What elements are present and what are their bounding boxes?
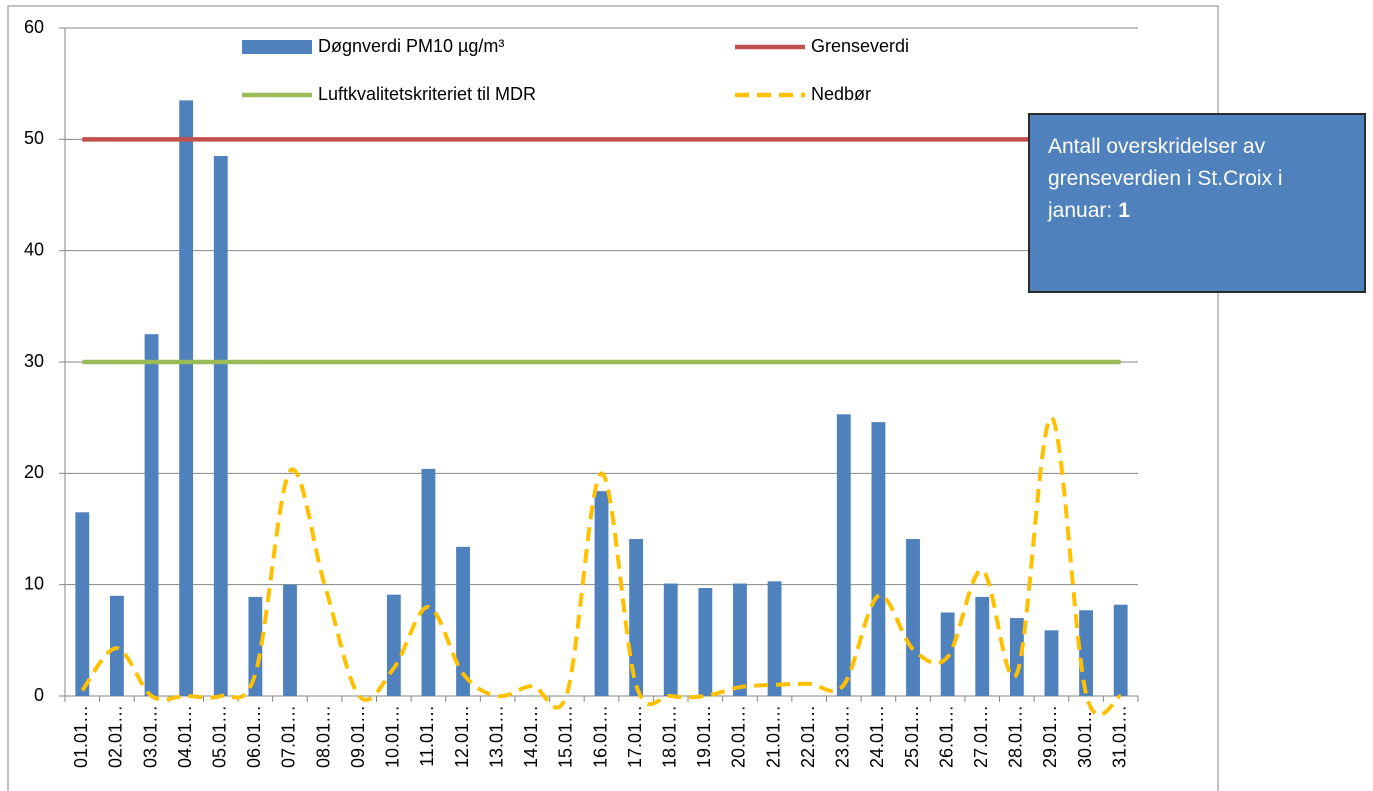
x-tick-label: 03.01… bbox=[140, 705, 160, 768]
bar bbox=[283, 584, 297, 696]
bar bbox=[767, 581, 782, 696]
bar bbox=[629, 539, 644, 696]
x-tick-label: 21.01… bbox=[763, 705, 783, 768]
y-tick-label: 0 bbox=[34, 685, 44, 705]
x-tick-label: 10.01… bbox=[383, 705, 403, 768]
x-tick-label: 19.01… bbox=[694, 705, 714, 768]
x-tick-label: 08.01… bbox=[313, 705, 333, 768]
x-tick-label: 31.01… bbox=[1109, 705, 1129, 768]
bar bbox=[179, 100, 194, 696]
y-tick-label: 40 bbox=[24, 239, 44, 259]
line-series bbox=[80, 415, 1122, 717]
bar bbox=[1044, 630, 1059, 696]
x-tick-label: 28.01… bbox=[1006, 705, 1026, 768]
y-tick-label: 20 bbox=[24, 462, 44, 482]
legend-label: Luftkvalitetskriteriet til MDR bbox=[318, 84, 536, 104]
x-tick-label: 05.01… bbox=[210, 705, 230, 768]
legend-item: Grenseverdi bbox=[735, 36, 909, 56]
bar bbox=[698, 588, 713, 696]
bar bbox=[1113, 604, 1128, 696]
x-tick-label: 17.01… bbox=[625, 705, 645, 768]
bar bbox=[109, 595, 124, 696]
legend-item: Luftkvalitetskriteriet til MDR bbox=[242, 84, 536, 104]
bar bbox=[456, 546, 470, 696]
legend-label: Døgnverdi PM10 µg/m³ bbox=[318, 36, 504, 56]
x-tick-label: 18.01… bbox=[659, 705, 679, 768]
legend-label: Nedbør bbox=[811, 84, 871, 104]
annotation-bold: 1 bbox=[1118, 199, 1130, 222]
x-tick-label: 16.01… bbox=[590, 705, 610, 768]
bar bbox=[213, 156, 228, 697]
x-tick-label: 12.01… bbox=[452, 705, 472, 768]
bar bbox=[663, 583, 678, 696]
annotation: Antall overskridelser av grenseverdien i… bbox=[1028, 113, 1366, 293]
x-tick-label: 07.01… bbox=[279, 705, 299, 768]
x-tick-label: 22.01… bbox=[798, 705, 818, 768]
legend-label: Grenseverdi bbox=[811, 36, 909, 56]
x-tick-label: 20.01… bbox=[729, 705, 749, 768]
x-tick-label: 13.01… bbox=[486, 705, 506, 768]
bar bbox=[1009, 618, 1024, 696]
annotation-text: Antall overskridelser av grenseverdien i… bbox=[1048, 135, 1283, 222]
x-tick-label: 09.01… bbox=[348, 705, 368, 768]
legend-swatch bbox=[242, 40, 312, 54]
bar bbox=[733, 583, 747, 696]
x-tick-label: 25.01… bbox=[902, 705, 922, 768]
x-tick-label: 26.01… bbox=[936, 705, 956, 768]
bar bbox=[906, 539, 920, 696]
x-tick-label: 01.01… bbox=[71, 705, 91, 768]
y-tick-label: 10 bbox=[24, 573, 44, 593]
x-tick-label: 11.01… bbox=[417, 705, 437, 767]
x-tick-label: 04.01… bbox=[175, 705, 195, 768]
bar bbox=[75, 512, 90, 696]
x-tick-label: 02.01… bbox=[106, 705, 126, 768]
bar bbox=[1079, 610, 1094, 696]
y-tick-label: 60 bbox=[24, 17, 44, 37]
x-tick-label: 24.01… bbox=[867, 705, 887, 768]
legend-item: Døgnverdi PM10 µg/m³ bbox=[242, 36, 504, 56]
bar bbox=[836, 414, 851, 696]
bar bbox=[871, 422, 886, 696]
x-tick-label: 23.01… bbox=[833, 705, 853, 768]
x-tick-label: 29.01… bbox=[1040, 705, 1060, 768]
x-tick-label: 27.01… bbox=[971, 705, 991, 768]
y-tick-label: 50 bbox=[24, 128, 44, 148]
bar bbox=[975, 596, 990, 696]
legend-item: Nedbør bbox=[735, 84, 871, 104]
x-tick-label: 14.01… bbox=[521, 705, 541, 768]
bar bbox=[248, 596, 263, 696]
x-tick-label: 06.01… bbox=[244, 705, 264, 768]
x-tick-label: 30.01… bbox=[1075, 705, 1095, 768]
y-tick-label: 30 bbox=[24, 351, 44, 371]
x-tick-label: 15.01… bbox=[556, 705, 576, 768]
bar bbox=[386, 594, 401, 696]
bar bbox=[421, 468, 436, 696]
bar bbox=[144, 334, 159, 696]
bar bbox=[594, 491, 609, 696]
